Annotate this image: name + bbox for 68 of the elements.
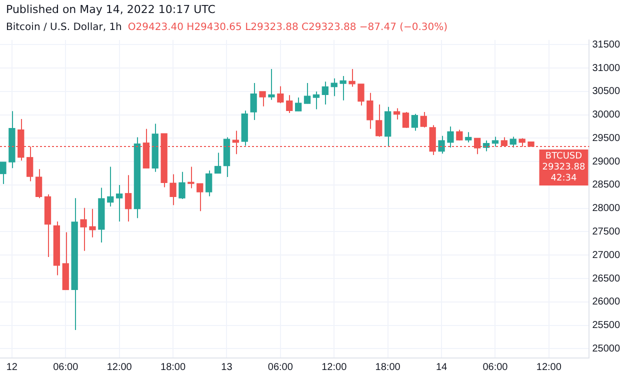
candlestick	[80, 207, 87, 252]
candlestick	[393, 108, 400, 120]
candlestick	[250, 82, 257, 120]
x-tick-label: 18:00	[160, 362, 186, 373]
y-tick-label: 28000	[592, 203, 620, 214]
x-tick-label: 14	[436, 362, 448, 373]
candlestick	[35, 168, 42, 199]
x-tick-label: 12:00	[106, 362, 132, 373]
candlestick	[447, 126, 454, 148]
y-tick-label: 29000	[592, 156, 620, 168]
y-tick-label: 26500	[592, 273, 620, 284]
chart-subtitle: O29423.40 H29430.65 L29323.88 C29323.88 −87.47 (−0.30%)	[128, 22, 448, 33]
candlestick	[107, 166, 114, 207]
y-tick-label: 28500	[592, 180, 620, 191]
annotation: 42:34	[550, 173, 577, 184]
candlestick	[358, 83, 364, 106]
candlestick	[312, 90, 320, 110]
candlestick	[366, 92, 374, 130]
x-tick-label: 12:00	[536, 362, 562, 373]
candlestick	[196, 183, 204, 212]
candlestick	[340, 76, 346, 101]
candlestick	[214, 152, 222, 174]
y-tick-label: 25500	[592, 320, 620, 332]
y-tick-label: 30500	[592, 86, 620, 98]
candlestick	[465, 132, 472, 143]
candlestick	[438, 135, 445, 154]
candlestick	[0, 162, 6, 185]
candlestick	[277, 86, 284, 104]
candlestick	[510, 136, 516, 148]
candlestick	[89, 208, 96, 238]
y-tick-label: 27500	[592, 226, 620, 238]
candlestick	[376, 104, 382, 138]
candlestick	[322, 81, 329, 106]
y-tick-label: 25000	[592, 343, 620, 354]
candlestick	[188, 166, 194, 189]
y-tick-label: 26000	[592, 296, 620, 308]
candlestick	[304, 82, 311, 104]
y-tick-label: 30000	[592, 110, 620, 121]
candlestick	[402, 112, 410, 128]
candlestick	[420, 112, 427, 128]
candlestick	[294, 97, 302, 112]
y-tick-label: 31000	[592, 62, 620, 74]
x-tick-label: 12:00	[322, 362, 348, 373]
candlestick	[116, 184, 123, 222]
candlestick	[492, 136, 499, 148]
x-tick-label: 06:00	[53, 362, 79, 373]
candlestick	[411, 113, 418, 132]
annotation: 29323.88	[542, 162, 586, 172]
ref-line-label: BTCUSD	[545, 151, 582, 162]
x-tick-label: 18:00	[375, 362, 401, 373]
candlestick	[206, 170, 212, 197]
x-tick-label: 06:00	[482, 362, 508, 373]
candlestick	[330, 78, 338, 97]
chart-title: Bitcoin / U.S. Dollar, 1h	[6, 22, 122, 33]
y-tick-label: 27000	[592, 250, 620, 261]
x-tick-label: 13	[221, 362, 233, 373]
candlestick	[348, 68, 356, 88]
candlestick	[286, 94, 293, 114]
candlestick	[124, 174, 132, 222]
candlestick	[268, 68, 275, 100]
candlestick	[170, 174, 176, 206]
text: Published on May 14, 2022 10:17 UTC	[6, 3, 216, 16]
y-tick-label: 29500	[592, 132, 620, 144]
x-tick-label: 12	[6, 362, 18, 373]
y-tick-label: 31500	[592, 39, 620, 50]
x-tick-label: 06:00	[268, 362, 294, 373]
candlestick	[259, 90, 266, 107]
candlestick	[178, 171, 186, 200]
